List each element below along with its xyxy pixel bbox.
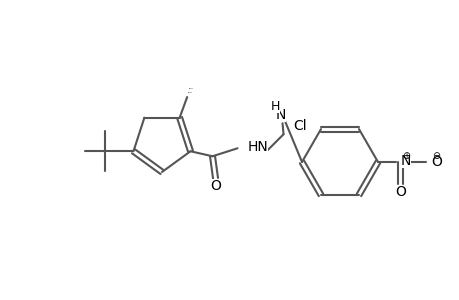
Text: methyl: methyl: [187, 92, 192, 93]
Text: O: O: [395, 185, 406, 199]
Text: N: N: [275, 108, 285, 122]
Text: O: O: [210, 179, 220, 193]
Text: H: H: [270, 100, 280, 113]
Text: O: O: [430, 155, 441, 169]
Text: methyl: methyl: [189, 88, 194, 89]
Text: N: N: [400, 154, 410, 168]
Text: HN: HN: [247, 140, 268, 154]
Text: Cl: Cl: [293, 119, 306, 133]
Text: ⊕: ⊕: [401, 151, 409, 161]
Text: ⊖: ⊖: [431, 151, 439, 161]
